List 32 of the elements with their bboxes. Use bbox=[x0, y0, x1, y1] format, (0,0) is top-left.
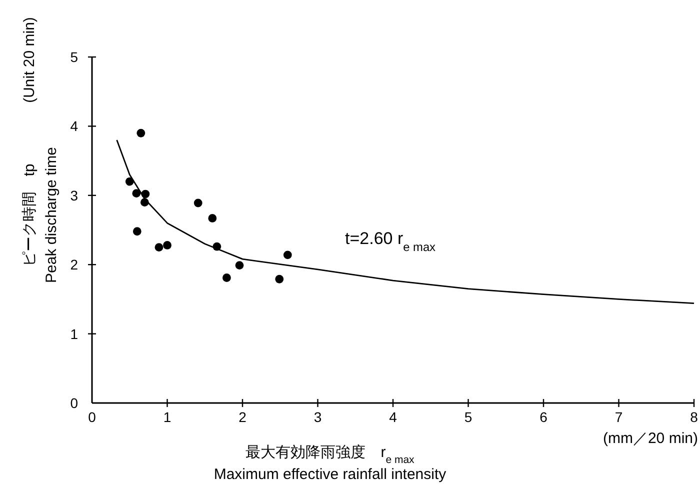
point bbox=[132, 227, 142, 236]
y-tick-label: 0 bbox=[70, 395, 78, 411]
y-tick-label: 3 bbox=[70, 187, 78, 204]
x-axis-title: 最大有効降雨強度 r$_{e max}$ Maximum effective rainfall intensity bbox=[214, 444, 447, 483]
x-tick-label: 1 bbox=[163, 409, 172, 425]
y-tick-label: 2 bbox=[70, 256, 78, 273]
point bbox=[275, 274, 284, 284]
line-series bbox=[116, 139, 695, 304]
point bbox=[208, 214, 217, 222]
x-tick-label: 2 bbox=[238, 409, 247, 425]
y-tick-label: 1 bbox=[70, 326, 78, 342]
text: (Unit 20 min) bbox=[21, 17, 38, 103]
y-axis-title: ピーク時間 tp Peak discharge time bbox=[21, 147, 60, 283]
point bbox=[132, 189, 141, 198]
text: (mm／20 min) bbox=[602, 430, 698, 447]
x-tick-label: 6 bbox=[540, 409, 548, 425]
point bbox=[136, 128, 146, 138]
point bbox=[163, 241, 172, 250]
x-tick-label: 4 bbox=[389, 409, 398, 425]
x-tick-label: 3 bbox=[314, 409, 322, 425]
point bbox=[235, 261, 244, 270]
point bbox=[194, 198, 202, 208]
x-tick-label: 8 bbox=[690, 409, 698, 425]
x-tick-label: 7 bbox=[614, 409, 623, 425]
point bbox=[283, 250, 292, 260]
y-tick-label: 4 bbox=[70, 118, 78, 134]
annotation: t=2.60 r$_{e max}$ bbox=[345, 229, 436, 254]
point bbox=[154, 243, 164, 252]
x-tick-label: 0 bbox=[88, 409, 96, 425]
point bbox=[222, 274, 231, 282]
y-tick-label: 5 bbox=[70, 49, 78, 65]
x-tick-label: 5 bbox=[464, 409, 472, 425]
